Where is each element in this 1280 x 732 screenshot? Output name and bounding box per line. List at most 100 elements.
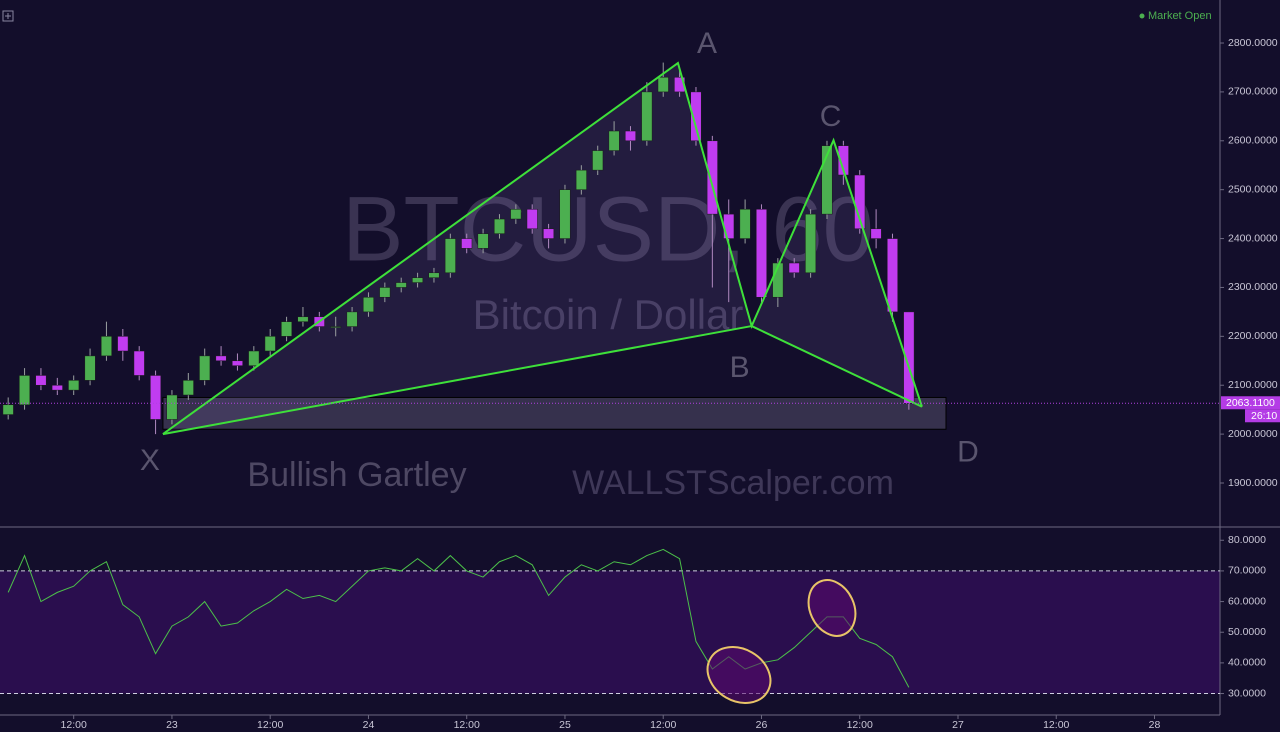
candle-body: [281, 321, 293, 337]
x-tick-label: 12:00: [257, 719, 283, 731]
x-tick-label: 12:00: [650, 719, 676, 731]
price-tag-label: 2063.1100: [1226, 397, 1275, 409]
y-tick-label: 70.0000: [1228, 565, 1266, 577]
candle-body: [248, 350, 260, 366]
countdown: 26:10: [1251, 410, 1277, 422]
candle-body: [2, 404, 14, 415]
candle-body: [84, 355, 96, 381]
annotation: Bullish Gartley: [247, 456, 466, 494]
candle-body: [444, 238, 456, 274]
icon[interactable]: [2, 10, 14, 22]
candle-body: [526, 208, 538, 230]
y-tick-label: 40.0000: [1228, 657, 1266, 669]
x-tick-label: 28: [1149, 719, 1161, 731]
status: Market Open: [1148, 10, 1212, 22]
candle-body: [690, 91, 702, 142]
pattern-label: A: [697, 27, 717, 60]
candle-body: [723, 213, 735, 239]
highlight: [706, 646, 772, 704]
zone: [162, 396, 947, 430]
pattern-label: C: [820, 100, 842, 133]
candle-body: [215, 355, 227, 362]
x-tick-label: 12:00: [1043, 719, 1069, 731]
watermark: BTCUSD, 60 Bitcoin / Dollar Bullish Gart…: [247, 178, 894, 502]
x-tick-label: 26: [756, 719, 768, 731]
candle-body: [100, 336, 112, 357]
pattern-label: D: [957, 436, 979, 469]
pattern-area: [751, 140, 922, 407]
candle-body: [19, 375, 31, 406]
candle-body: [264, 336, 276, 352]
candle-body: [461, 238, 473, 249]
watermark-title: BTCUSD, 60: [342, 178, 874, 280]
candle-body: [870, 228, 882, 239]
y-tick-label: 60.0000: [1228, 595, 1266, 607]
candle-body: [592, 150, 604, 171]
status-dot: [1139, 13, 1145, 19]
candle-body: [166, 394, 178, 420]
candle-body: [117, 336, 129, 352]
y-tick-label: 2200.0000: [1228, 330, 1278, 342]
candle-body: [297, 316, 309, 322]
candle-body: [477, 233, 489, 249]
candle-body: [412, 277, 424, 283]
candle-body: [35, 375, 47, 386]
candle-body: [51, 384, 63, 391]
candle-body: [641, 91, 653, 142]
candle-body: [559, 189, 571, 239]
pattern-area: [162, 63, 752, 435]
rsi-band: [0, 570, 1220, 694]
annotation: WALLSTScalper.com: [572, 464, 894, 502]
candle-body: [837, 145, 849, 176]
candle-body: [346, 311, 358, 327]
candle-body: [903, 311, 915, 404]
candle-body: [493, 218, 505, 234]
highlight: [807, 579, 857, 637]
x-tick-label: 12:00: [847, 719, 873, 731]
candle-body: [543, 228, 555, 239]
candle-body: [510, 208, 522, 220]
y-tick-label: 30.0000: [1228, 687, 1266, 699]
candle-body: [362, 296, 374, 313]
candle-body: [182, 380, 194, 396]
candle-body: [739, 208, 751, 239]
candle-body: [395, 282, 407, 288]
x-tick-label: 24: [363, 719, 375, 731]
candle-body: [575, 169, 587, 190]
x-tick-label: 27: [952, 719, 964, 731]
candle-body: [133, 350, 145, 376]
candle-body: [886, 238, 898, 313]
x-tick-label: 25: [559, 719, 571, 731]
y-tick-label: 2400.0000: [1228, 232, 1278, 244]
y-tick-label: 2700.0000: [1228, 86, 1278, 98]
pattern-line: [162, 325, 752, 436]
candle-body: [608, 130, 620, 151]
pattern-label: B: [730, 351, 750, 384]
candle-body: [657, 76, 669, 93]
candle-body: [428, 272, 440, 278]
y-tick-label: 2600.0000: [1228, 135, 1278, 147]
candle-body: [805, 213, 817, 274]
y-tick-label: 2500.0000: [1228, 183, 1278, 195]
candle-body: [68, 380, 80, 391]
watermark-subtitle: Bitcoin / Dollar: [473, 291, 744, 338]
candle-body: [150, 375, 162, 420]
candle-body: [199, 355, 211, 381]
candle-body: [330, 326, 342, 328]
x-tick-label: 12:00: [61, 719, 87, 731]
pattern-line: [751, 325, 923, 408]
y-tick-label: 2300.0000: [1228, 281, 1278, 293]
y-tick-label: 2100.0000: [1228, 379, 1278, 391]
y-tick-label: 2000.0000: [1228, 428, 1278, 440]
x-tick-label: 23: [166, 719, 178, 731]
countdown-tag: [1245, 409, 1280, 423]
candle-body: [231, 360, 243, 366]
pattern-label: X: [140, 444, 160, 477]
x-tick-label: 12:00: [454, 719, 480, 731]
candle-body: [706, 140, 718, 215]
icon: [5, 13, 11, 19]
price-tag: [1221, 396, 1280, 410]
candle-body: [379, 287, 391, 298]
candle-body: [755, 208, 767, 298]
